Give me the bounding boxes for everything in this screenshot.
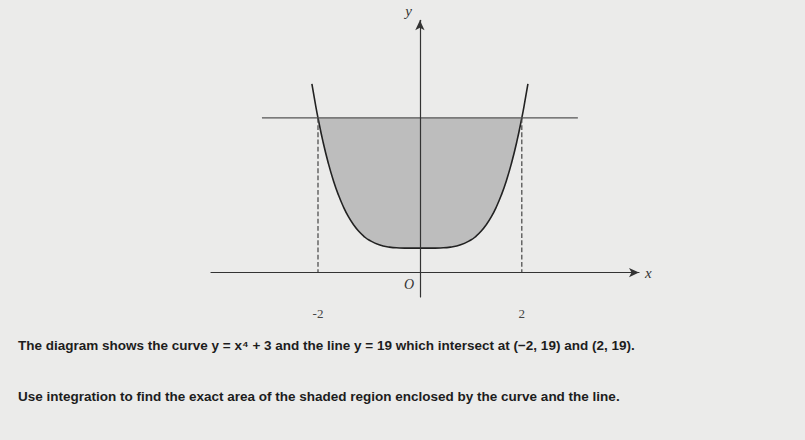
svg-text:-2: -2	[313, 306, 324, 320]
svg-text:O: O	[404, 277, 414, 292]
html-text:Use integration to find the ex: Use integration to find the exact area o…	[18, 389, 620, 404]
svg-text:y: y	[403, 3, 412, 19]
svg-text:x: x	[644, 265, 652, 281]
svg-text:2: 2	[519, 306, 526, 320]
html-text:The diagram shows the curve y: The diagram shows the curve y = x⁴ + 3 a…	[18, 338, 635, 353]
